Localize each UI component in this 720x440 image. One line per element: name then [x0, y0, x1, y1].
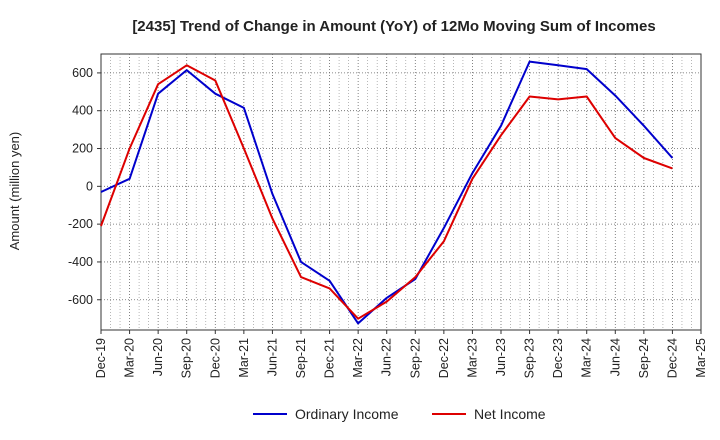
- x-tick-label: Mar-20: [123, 338, 137, 378]
- x-tick-label: Jun-20: [151, 338, 165, 376]
- y-axis-label: Amount (million yen): [7, 132, 22, 251]
- y-tick-label: -400: [68, 255, 93, 269]
- chart-title: [2435] Trend of Change in Amount (YoY) o…: [132, 18, 655, 35]
- series-line-ordinary-income: [100, 60, 674, 325]
- x-ticks: Dec-19 Mar-20 Jun-20 Sep-20 Dec-20 Mar-21 Jun-…: [94, 330, 708, 378]
- series-line-net-income: [100, 64, 673, 320]
- x-tick-label: Mar-22: [351, 338, 365, 378]
- legend-label: Net Income: [474, 406, 546, 422]
- x-tick-label: Mar-23: [465, 338, 479, 378]
- x-tick-label: Jun-22: [380, 338, 394, 376]
- x-tick-label: Dec-22: [437, 338, 451, 378]
- x-tick-label: Dec-21: [323, 338, 337, 378]
- legend: Ordinary Income Net Income: [253, 406, 546, 422]
- x-tick-label: Mar-25: [694, 338, 708, 378]
- x-tick-label: Dec-20: [208, 338, 222, 378]
- x-tick-label: Jun-24: [608, 338, 622, 376]
- x-tick-label: Mar-24: [580, 338, 594, 378]
- x-tick-label: Jun-21: [265, 338, 279, 376]
- y-tick-label: 600: [72, 66, 93, 80]
- x-tick-label: Sep-22: [408, 338, 422, 378]
- y-tick-label: -600: [68, 293, 93, 307]
- series-lines: [100, 60, 674, 325]
- y-tick-label: 0: [86, 179, 93, 193]
- x-tick-label: Mar-21: [237, 338, 251, 378]
- x-tick-label: Sep-24: [637, 338, 651, 378]
- y-tick-label: 200: [72, 142, 93, 156]
- x-tick-label: Jun-23: [494, 338, 508, 376]
- x-tick-label: Dec-23: [551, 338, 565, 378]
- x-tick-label: Sep-20: [180, 338, 194, 378]
- y-tick-label: -200: [68, 217, 93, 231]
- x-tick-label: Dec-24: [665, 338, 679, 378]
- x-tick-label: Dec-19: [94, 338, 108, 378]
- x-tick-label: Sep-21: [294, 338, 308, 378]
- x-tick-label: Sep-23: [523, 338, 537, 378]
- legend-label: Ordinary Income: [295, 406, 399, 422]
- y-tick-label: 400: [72, 104, 93, 118]
- y-ticks: -600 -400 -200 0 200 400 600: [68, 66, 101, 307]
